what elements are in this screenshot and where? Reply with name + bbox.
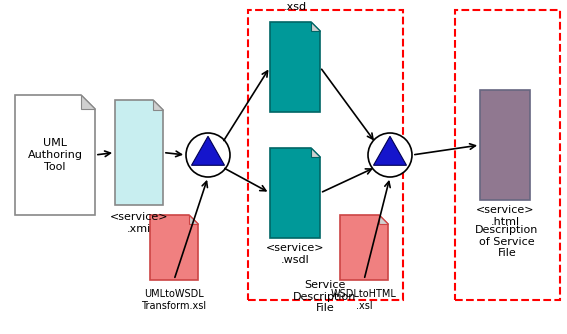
Polygon shape xyxy=(270,148,320,238)
Polygon shape xyxy=(311,148,320,157)
Text: <service>
.html: <service> .html xyxy=(476,205,534,227)
Text: Description
of Service
File: Description of Service File xyxy=(475,225,539,258)
Circle shape xyxy=(186,133,230,177)
Polygon shape xyxy=(270,22,320,112)
Circle shape xyxy=(368,133,412,177)
Text: WSDLtoHTML
.xsl: WSDLtoHTML .xsl xyxy=(331,289,397,311)
Bar xyxy=(248,10,403,300)
Polygon shape xyxy=(340,215,388,280)
Text: <service>
.wsdl: <service> .wsdl xyxy=(266,243,324,265)
Text: <service>
.xmi: <service> .xmi xyxy=(110,212,168,234)
Polygon shape xyxy=(115,100,163,205)
Polygon shape xyxy=(192,136,225,165)
Bar xyxy=(480,90,530,200)
Polygon shape xyxy=(153,100,163,110)
Polygon shape xyxy=(189,215,198,224)
Polygon shape xyxy=(15,95,95,215)
Polygon shape xyxy=(374,136,407,165)
Bar xyxy=(455,10,560,300)
Text: UMLtoWSDL
Transform.xsl: UMLtoWSDL Transform.xsl xyxy=(141,289,206,311)
Text: UML
Authoring
Tool: UML Authoring Tool xyxy=(28,138,83,172)
Text: <service>
.xsd: <service> .xsd xyxy=(266,0,324,12)
Text: Service
Description
File: Service Description File xyxy=(293,280,357,313)
Polygon shape xyxy=(379,215,388,224)
Polygon shape xyxy=(311,22,320,31)
Polygon shape xyxy=(150,215,198,280)
Polygon shape xyxy=(81,95,95,109)
